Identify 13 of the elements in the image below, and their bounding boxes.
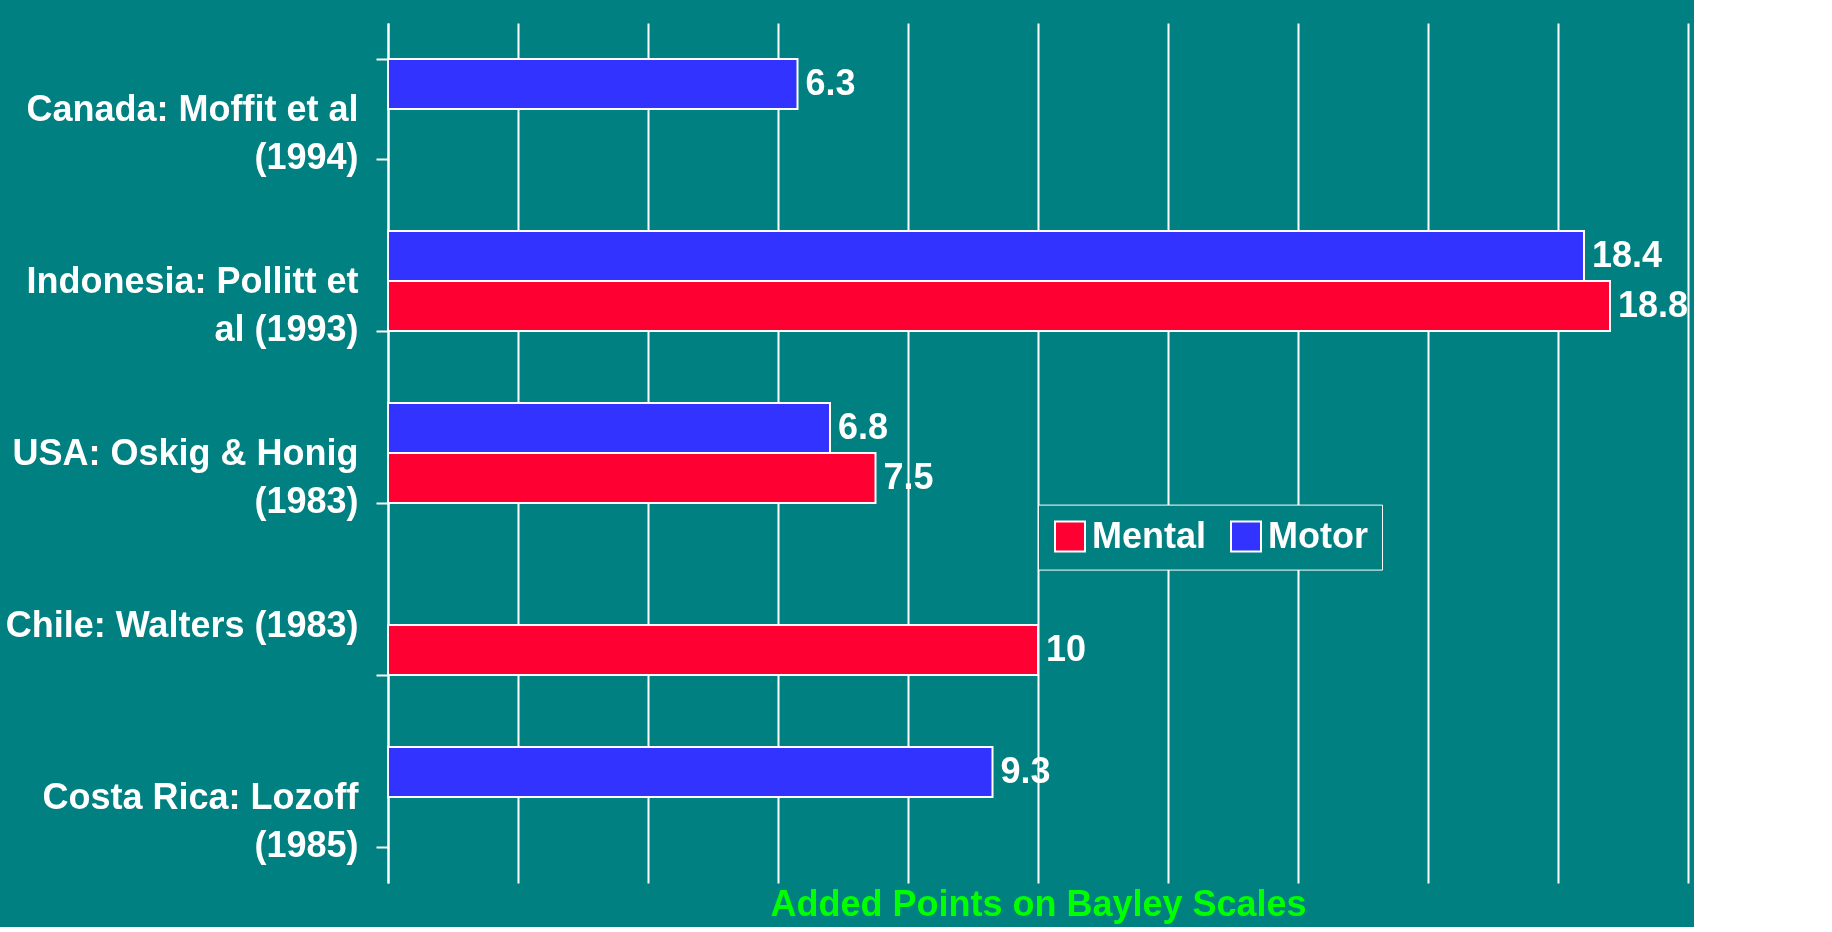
y-tick-label: Indonesia: Pollitt et al (1993)	[26, 259, 359, 349]
legend-label: Motor	[1268, 514, 1368, 556]
data-label: 18.8	[1618, 283, 1689, 325]
y-tick-label: Costa Rica: Lozoff (1985)	[42, 775, 360, 865]
x-axis-title: Added Points on Bayley Scales	[770, 882, 1307, 924]
data-label: 6.3	[805, 62, 856, 104]
y-tick-label: Canada: Moffit et al (1994)	[26, 87, 359, 177]
data-label: 18.4	[1592, 234, 1663, 276]
legend-label: Mental	[1092, 514, 1207, 556]
data-label: 10	[1046, 627, 1087, 669]
data-label: 6.8	[838, 406, 889, 448]
y-tick-label: Chile: Walters (1983)	[5, 603, 359, 645]
y-tick-label: USA: Oskig & Honig (1983)	[12, 431, 359, 521]
